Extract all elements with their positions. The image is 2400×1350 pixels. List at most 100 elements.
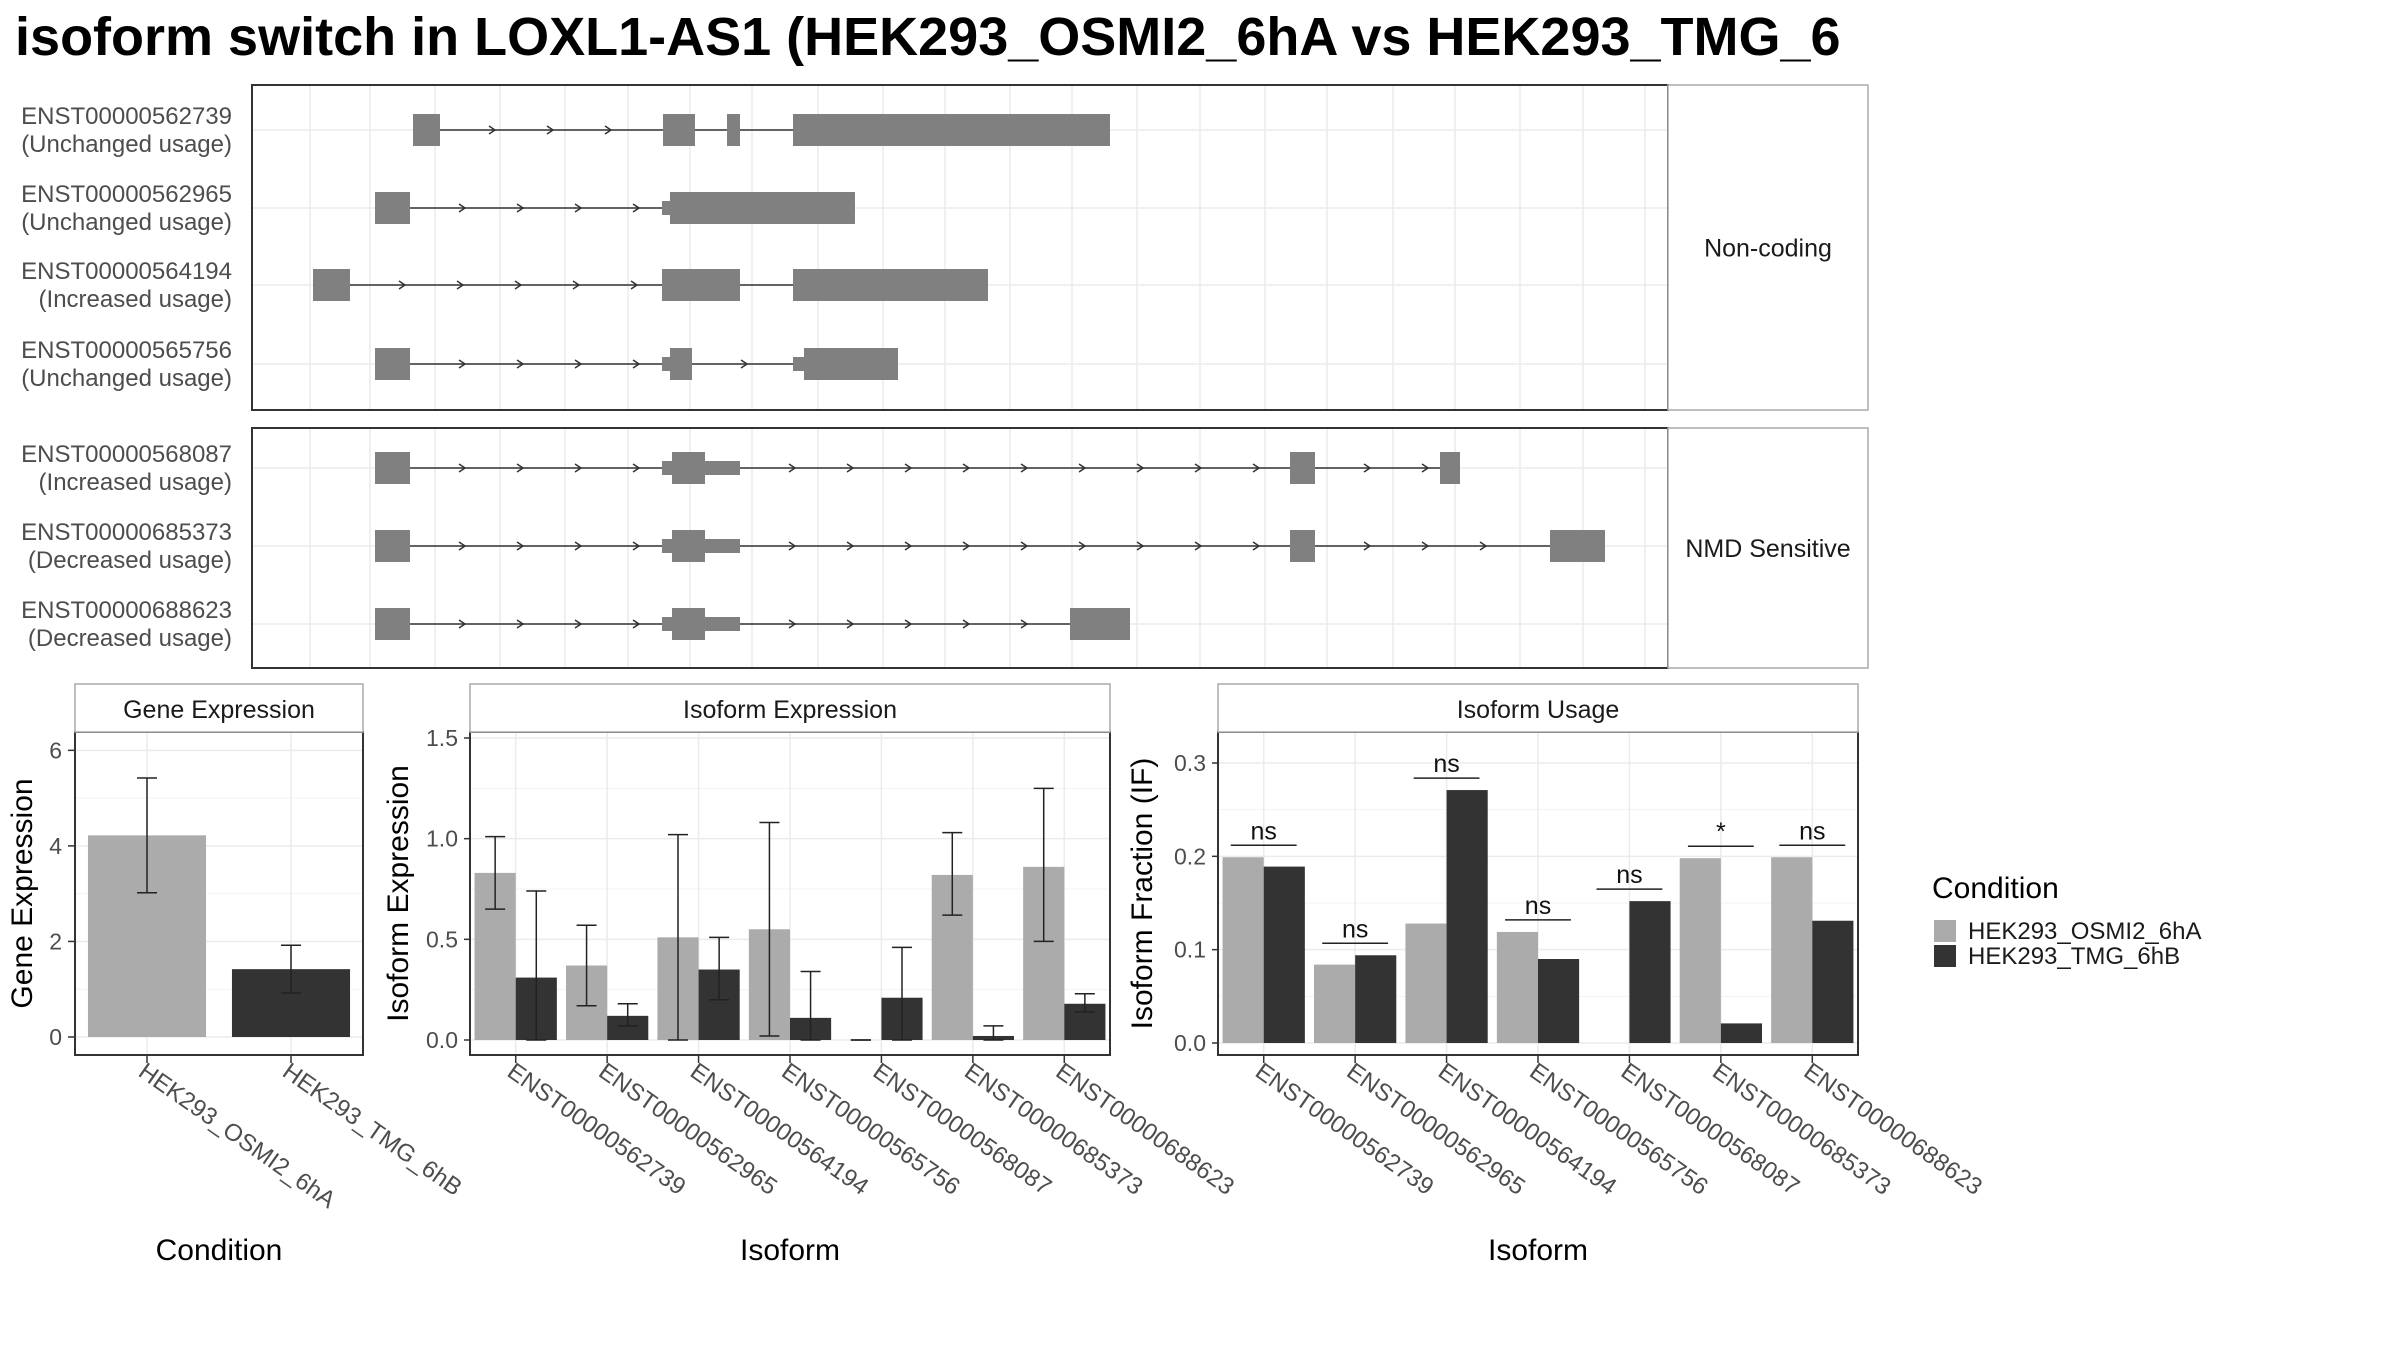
facet-strip	[469, 683, 1111, 733]
direction-arrow	[1363, 463, 1372, 473]
direction-arrow	[846, 463, 855, 473]
direction-arrow	[514, 280, 523, 290]
y-axis-title: Isoform Fraction (IF)	[1126, 758, 1159, 1030]
direction-arrow	[458, 203, 467, 213]
bar	[1446, 790, 1488, 1043]
direction-arrow	[962, 541, 971, 551]
direction-arrow	[846, 619, 855, 629]
exon-block	[672, 530, 705, 562]
transcript-id-label: ENST00000562965	[21, 181, 232, 208]
y-tick-label: 0.5	[426, 926, 458, 952]
exon-block	[313, 269, 350, 301]
significance-label: ns	[1342, 915, 1368, 943]
bar	[1538, 959, 1580, 1043]
figure-title: e isoform switch in LOXL1-AS1 (HEK293_OS…	[0, 7, 1841, 67]
exon-block	[727, 114, 740, 146]
panel-title: Isoform Usage	[1457, 696, 1620, 724]
direction-arrow	[1136, 463, 1145, 473]
direction-arrow	[458, 359, 467, 369]
direction-arrow	[458, 619, 467, 629]
direction-arrow	[1252, 463, 1261, 473]
direction-arrow	[632, 203, 641, 213]
direction-arrow	[788, 541, 797, 551]
bar	[1496, 931, 1538, 1043]
direction-arrow	[904, 619, 913, 629]
direction-arrow	[516, 463, 525, 473]
direction-arrow	[740, 359, 749, 369]
direction-arrow	[1078, 541, 1087, 551]
transcript-usage-label: (Decreased usage)	[28, 625, 232, 652]
y-axis-title: Isoform Expression	[382, 765, 415, 1022]
exon-block	[672, 608, 705, 640]
facet-strip-label: Non-coding	[1704, 235, 1832, 263]
significance-label: ns	[1251, 817, 1277, 845]
direction-arrow	[1020, 463, 1029, 473]
exon-block	[1070, 608, 1130, 640]
bar	[1629, 901, 1671, 1043]
y-tick-label: 0.0	[426, 1027, 458, 1053]
direction-arrow	[458, 541, 467, 551]
panel-title: Isoform Expression	[683, 696, 897, 724]
y-tick-label: 0.2	[1174, 843, 1206, 869]
direction-arrow	[516, 541, 525, 551]
direction-arrow	[572, 280, 581, 290]
exon-block	[375, 348, 410, 380]
transcript-id-label: ENST00000568087	[21, 441, 232, 468]
y-axis-title: Gene Expression	[6, 778, 39, 1008]
x-axis-title: Isoform	[1488, 1234, 1588, 1267]
direction-arrow	[1078, 463, 1087, 473]
exon-block	[375, 530, 410, 562]
y-tick-label: 4	[49, 833, 62, 859]
direction-arrow	[1363, 541, 1372, 551]
transcript-id-label: ENST00000685373	[21, 519, 232, 546]
bar	[1405, 923, 1447, 1043]
exon-block	[793, 269, 988, 301]
y-tick-label: 1.5	[426, 725, 458, 751]
direction-arrow	[1194, 541, 1203, 551]
direction-arrow	[458, 463, 467, 473]
transcript-usage-label: (Unchanged usage)	[21, 131, 232, 158]
bar	[1812, 920, 1854, 1043]
significance-label: *	[1716, 818, 1726, 846]
direction-arrow	[488, 125, 497, 135]
direction-arrow	[846, 541, 855, 551]
exon-block	[672, 452, 705, 484]
significance-label: ns	[1525, 892, 1551, 920]
exon-block	[1440, 452, 1460, 484]
facet-strip	[1217, 683, 1859, 733]
transcript-id-label: ENST00000562739	[21, 103, 232, 130]
transcript-id-label: ENST00000688623	[21, 597, 232, 624]
bar	[1355, 955, 1397, 1043]
direction-arrow	[574, 619, 583, 629]
facet-strip-label: NMD Sensitive	[1685, 535, 1850, 563]
bar	[1679, 858, 1721, 1043]
direction-arrow	[1020, 619, 1029, 629]
direction-arrow	[1421, 463, 1430, 473]
facet-strip	[74, 683, 364, 733]
direction-arrow	[1479, 541, 1488, 551]
direction-arrow	[1194, 463, 1203, 473]
transcript-usage-label: (Unchanged usage)	[21, 209, 232, 236]
x-axis-title: Condition	[156, 1234, 283, 1267]
y-tick-label: 6	[49, 737, 62, 763]
direction-arrow	[604, 125, 613, 135]
direction-arrow	[962, 463, 971, 473]
exon-block	[663, 114, 695, 146]
legend-swatch	[1934, 920, 1956, 942]
direction-arrow	[574, 463, 583, 473]
bar	[1222, 857, 1264, 1043]
direction-arrow	[546, 125, 555, 135]
direction-arrow	[788, 463, 797, 473]
direction-arrow	[904, 541, 913, 551]
bar	[1771, 857, 1813, 1043]
direction-arrow	[1136, 541, 1145, 551]
exon-block	[375, 192, 410, 224]
direction-arrow	[632, 619, 641, 629]
exon-block	[375, 608, 410, 640]
bar	[1720, 1023, 1762, 1043]
direction-arrow	[1252, 541, 1261, 551]
exon-block	[804, 348, 898, 380]
legend-item-label: HEK293_TMG_6hB	[1968, 943, 2180, 970]
exon-block	[793, 114, 1110, 146]
